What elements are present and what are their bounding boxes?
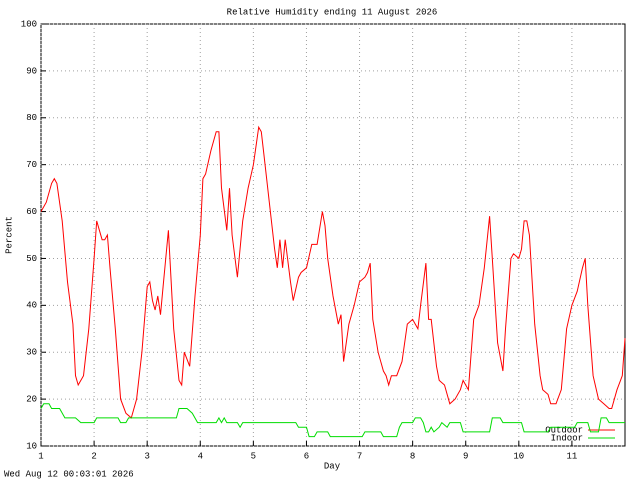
chart-title: Relative Humidity ending 11 August 2026 <box>227 7 438 17</box>
x-tick-label: 11 <box>567 451 578 461</box>
x-tick-label: 9 <box>463 451 468 461</box>
x-axis-label: Day <box>324 461 341 471</box>
x-tick-label: 4 <box>198 451 203 461</box>
legend-label: Outdoor <box>545 425 583 435</box>
y-tick-label: 70 <box>26 160 37 170</box>
timestamp: Wed Aug 12 00:03:01 2026 <box>4 469 134 479</box>
x-tick-label: 7 <box>357 451 362 461</box>
y-tick-label: 80 <box>26 113 37 123</box>
data-line <box>40 403 625 438</box>
x-tick-label: 5 <box>251 451 256 461</box>
y-tick-label: 20 <box>26 394 37 404</box>
y-tick-label: 10 <box>26 441 37 451</box>
y-tick-label: 40 <box>26 301 37 311</box>
x-tick-label: 6 <box>304 451 309 461</box>
y-tick-label: 50 <box>26 254 37 264</box>
x-tick-label: 8 <box>410 451 415 461</box>
plot-border <box>40 23 626 447</box>
data-line <box>40 125 626 419</box>
y-tick-label: 60 <box>26 207 37 217</box>
y-tick-label: 100 <box>21 19 37 29</box>
y-tick-label: 90 <box>26 66 37 76</box>
x-tick-label: 1 <box>38 451 43 461</box>
x-tick-label: 3 <box>144 451 149 461</box>
y-axis-label: Percent <box>4 216 14 254</box>
x-tick-label: 10 <box>513 451 524 461</box>
x-tick-label: 2 <box>91 451 96 461</box>
y-tick-label: 30 <box>26 348 37 358</box>
legend-label: Indoor <box>551 433 583 443</box>
